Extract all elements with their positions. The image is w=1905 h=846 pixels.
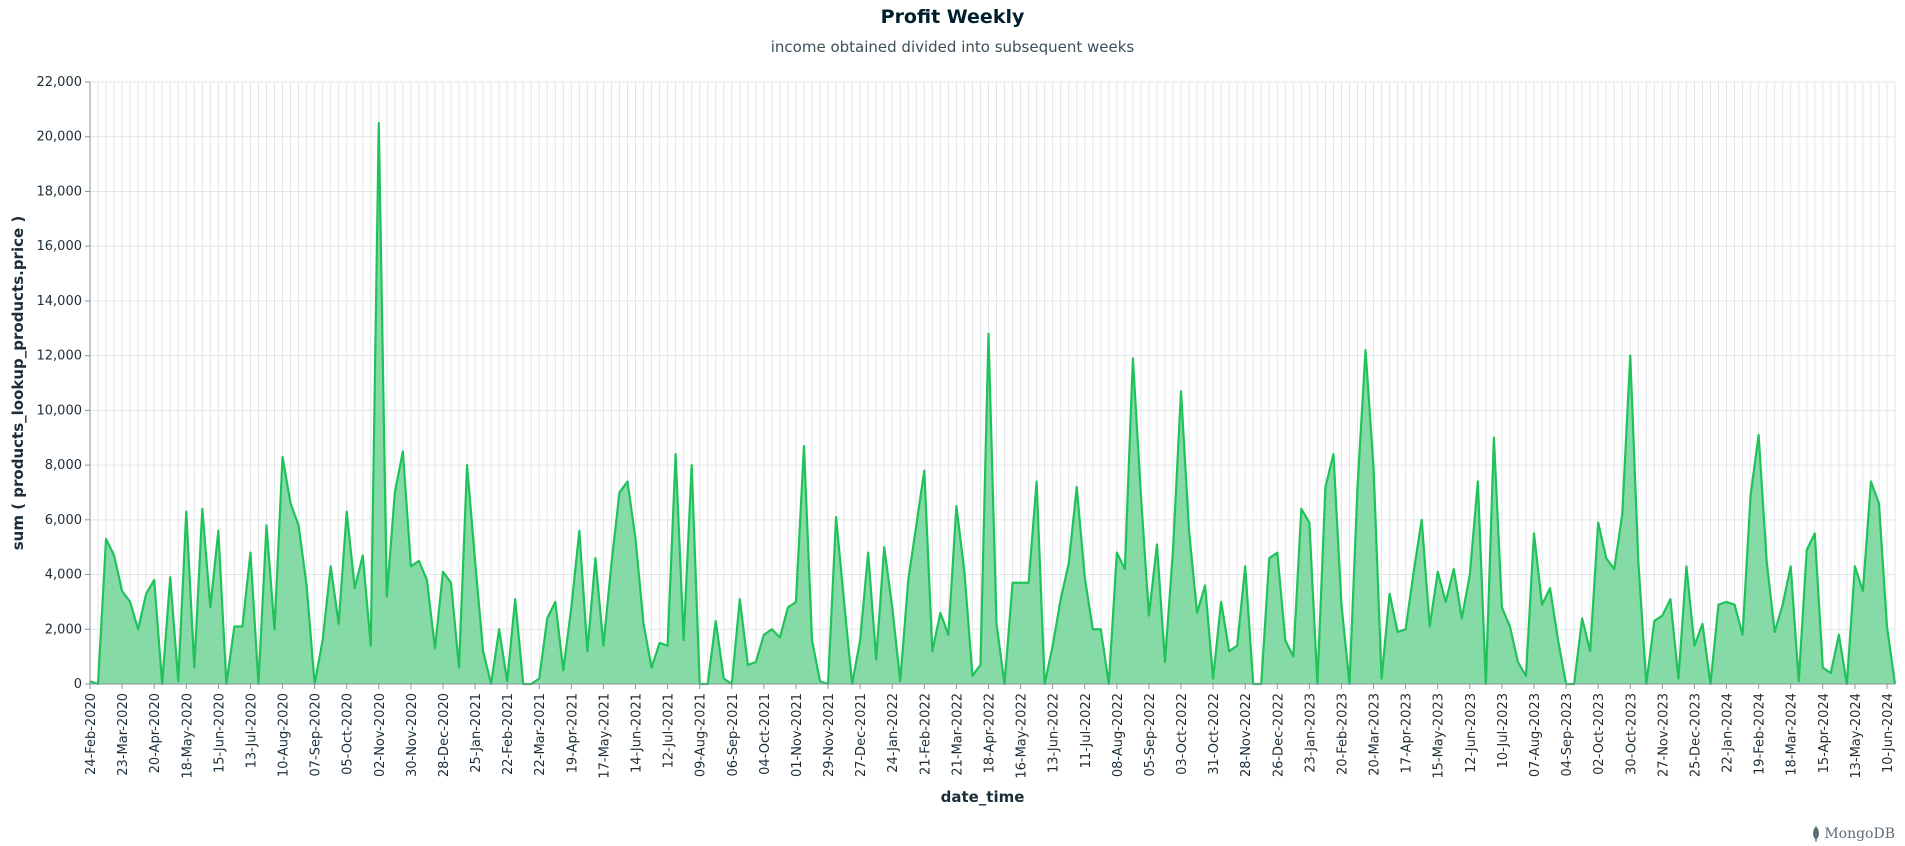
x-tick-label: 18-May-2020 xyxy=(180,693,195,779)
x-tick-label: 03-Oct-2022 xyxy=(1175,693,1190,775)
x-tick-label: 25-Jan-2021 xyxy=(469,693,484,773)
x-tick-label: 22-Jan-2024 xyxy=(1721,693,1736,773)
x-tick-label: 19-Feb-2024 xyxy=(1753,693,1768,775)
axes xyxy=(89,82,1895,685)
x-tick-label: 21-Mar-2022 xyxy=(950,693,965,776)
x-tick-label: 24-Feb-2020 xyxy=(84,693,99,775)
x-tick-label: 24-Jan-2022 xyxy=(886,693,901,773)
x-tick-label: 07-Sep-2020 xyxy=(309,693,324,777)
y-tick-label: 8,000 xyxy=(45,458,82,473)
y-axis-title: sum ( products_lookup_products.price ) xyxy=(9,216,27,551)
y-tick-label: 0 xyxy=(74,677,82,692)
x-tick-label: 06-Sep-2021 xyxy=(726,693,741,777)
x-tick-label: 20-Feb-2023 xyxy=(1335,693,1350,775)
x-tick-label: 30-Nov-2020 xyxy=(405,693,420,777)
x-tick-label: 15-Jun-2020 xyxy=(212,693,227,773)
x-tick-label: 19-Apr-2021 xyxy=(565,693,580,773)
x-tick-label: 21-Feb-2022 xyxy=(918,693,933,775)
y-tick-label: 18,000 xyxy=(37,184,83,199)
x-tick-label: 16-May-2022 xyxy=(1015,693,1030,779)
x-tick-label: 12-Jul-2021 xyxy=(662,693,677,768)
y-tick-label: 6,000 xyxy=(45,513,82,528)
x-tick-label: 28-Nov-2022 xyxy=(1239,693,1254,777)
x-tick-label: 20-Apr-2020 xyxy=(148,693,163,773)
y-tick-label: 16,000 xyxy=(37,239,83,254)
x-tick-label: 15-May-2023 xyxy=(1432,693,1447,779)
x-tick-label: 09-Aug-2021 xyxy=(694,693,709,777)
x-tick-label: 05-Sep-2022 xyxy=(1143,693,1158,777)
x-tick-label: 17-Apr-2023 xyxy=(1400,693,1415,773)
x-tick-label: 04-Oct-2021 xyxy=(758,693,773,775)
x-axis-title: date_time xyxy=(941,788,1025,806)
x-tick-label: 20-Mar-2023 xyxy=(1368,693,1383,776)
mongodb-leaf-icon xyxy=(1813,826,1820,842)
chart-title: Profit Weekly xyxy=(880,6,1025,28)
x-tick-label: 10-Jul-2023 xyxy=(1496,693,1511,768)
mongodb-watermark: MongoDB xyxy=(1811,826,1895,842)
x-tick-label: 05-Oct-2020 xyxy=(341,693,356,775)
x-tick-label: 25-Dec-2023 xyxy=(1688,693,1703,777)
watermark-text: MongoDB xyxy=(1824,826,1895,842)
series-area xyxy=(89,121,1897,686)
x-tick-label: 17-May-2021 xyxy=(597,693,612,779)
y-tick-label: 12,000 xyxy=(37,349,83,364)
x-tick-label: 01-Nov-2021 xyxy=(790,693,805,777)
y-tick-label: 14,000 xyxy=(37,294,83,309)
y-tick-label: 22,000 xyxy=(37,75,83,90)
x-tick-label: 14-Jun-2021 xyxy=(630,693,645,773)
x-tick-label: 30-Oct-2023 xyxy=(1624,693,1639,775)
x-tick-label: 27-Nov-2023 xyxy=(1656,693,1671,777)
y-tick-label: 10,000 xyxy=(37,403,83,418)
x-tick-label: 26-Dec-2022 xyxy=(1271,693,1286,777)
x-tick-label: 23-Mar-2020 xyxy=(116,693,131,776)
x-tick-label: 11-Jul-2022 xyxy=(1079,693,1094,768)
x-tick-label: 22-Mar-2021 xyxy=(533,693,548,776)
chart-subtitle: income obtained divided into subsequent … xyxy=(770,38,1135,56)
y-tick-label: 2,000 xyxy=(45,622,82,637)
x-tick-label: 18-Mar-2024 xyxy=(1785,693,1800,776)
x-tick-label: 23-Jan-2023 xyxy=(1303,693,1318,773)
x-tick-label: 29-Nov-2021 xyxy=(822,693,837,777)
x-tick-label: 18-Apr-2022 xyxy=(982,693,997,773)
x-tick-label: 02-Nov-2020 xyxy=(373,693,388,777)
x-tick-labels: 24-Feb-2020 23-Mar-2020 20-Apr-2020 18-May-… xyxy=(84,684,1896,779)
x-tick-label: 15-Apr-2024 xyxy=(1817,693,1832,773)
x-tick-label: 12-Jun-2023 xyxy=(1464,693,1479,773)
x-tick-label: 10-Jun-2024 xyxy=(1881,693,1896,773)
x-tick-label: 13-Jul-2020 xyxy=(244,693,259,768)
x-tick-label: 22-Feb-2021 xyxy=(501,693,516,775)
series-line xyxy=(89,121,1897,686)
area-fill xyxy=(90,123,1895,684)
x-tick-label: 13-Jun-2022 xyxy=(1047,693,1062,773)
x-tick-label: 28-Dec-2020 xyxy=(437,693,452,777)
y-tick-label: 4,000 xyxy=(45,568,82,583)
y-tick-labels: 0 2,000 4,000 6,000 8,000 10,000 12,000 14,000 1… xyxy=(37,75,90,692)
x-tick-label: 02-Oct-2023 xyxy=(1592,693,1607,775)
x-tick-label: 07-Aug-2023 xyxy=(1528,693,1543,777)
x-tick-label: 27-Dec-2021 xyxy=(854,693,869,777)
x-tick-label: 31-Oct-2022 xyxy=(1207,693,1222,775)
x-tick-label: 08-Aug-2022 xyxy=(1111,693,1126,777)
x-tick-label: 04-Sep-2023 xyxy=(1560,693,1575,777)
x-tick-label: 10-Aug-2020 xyxy=(277,693,292,777)
x-tick-label: 13-May-2024 xyxy=(1849,693,1864,779)
y-tick-label: 20,000 xyxy=(37,130,83,145)
